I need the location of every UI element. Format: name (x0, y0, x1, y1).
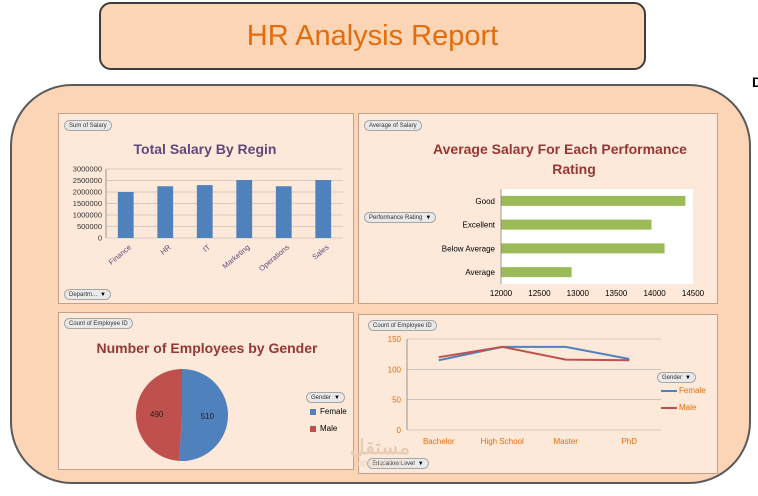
salary-by-region-chart: Total Salary By Regin 3000000 2500000 20000… (73, 141, 343, 273)
pie-slice-female (179, 369, 229, 461)
y-tick-label: 0 (98, 234, 102, 243)
bar (236, 180, 253, 238)
legend-female: Female (310, 407, 347, 416)
legend-male-label: Male (320, 424, 338, 433)
gender-legend-label: Gender (311, 395, 332, 401)
department-filter-button[interactable]: Departm... ▼ (64, 289, 111, 300)
legend-female: Female (661, 386, 706, 395)
salary-by-rating-panel: Average of Salary Performance Rating ▼ Av… (358, 113, 718, 304)
watermark-arabic: مستقل (350, 437, 410, 459)
data-label: 510 (201, 412, 215, 421)
y-tick-label: 1500000 (73, 199, 102, 208)
data-label: 490 (150, 410, 164, 419)
x-tick-label: Finance (107, 243, 133, 267)
bar (501, 243, 665, 254)
salary-by-region-panel: Sum of Salary Departm... ▼ Total Salary B… (58, 113, 354, 304)
x-tick-label: 14500 (682, 289, 705, 298)
dropdown-arrow-icon: ▼ (417, 461, 424, 467)
education-level-filter-button[interactable]: Education Level ▼ (367, 458, 429, 469)
dropdown-arrow-icon: ▼ (425, 215, 432, 221)
x-tick-label: Sales (310, 242, 330, 261)
y-tick-label: 100 (388, 365, 402, 374)
gender-legend-button[interactable]: Gender ▼ (306, 392, 345, 403)
watermark-domain: mostaql.com (354, 458, 406, 468)
y-tick-label: Good (475, 197, 495, 206)
count-of-employee-id-field-button[interactable]: Count of Employee ID (368, 320, 437, 331)
dropdown-arrow-icon: ▼ (100, 292, 106, 298)
x-tick-label: PhD (621, 437, 637, 446)
x-tick-label: 12000 (490, 289, 513, 298)
y-tick-label: 2000000 (73, 188, 102, 197)
count-of-employee-id-field-button[interactable]: Count of Employee ID (64, 318, 133, 329)
bar (315, 180, 332, 238)
education-panel: Count of Employee ID Education Level ▼ Ge… (358, 314, 718, 474)
y-tick-label: Average (465, 268, 495, 277)
chart-title-line-1: Average Salary For Each Performance (433, 141, 687, 157)
gender-legend-button[interactable]: Gender ▼ (657, 372, 696, 383)
y-tick-label: 0 (397, 426, 402, 435)
performance-rating-filter-button[interactable]: Performance Rating ▼ (364, 212, 437, 223)
dropdown-arrow-icon: ▼ (334, 395, 340, 401)
chart-title-line-2: Rating (552, 161, 596, 177)
legend-male: Male (310, 424, 337, 433)
x-tick-label: 12500 (528, 289, 551, 298)
series-line-male (438, 345, 630, 362)
bar (501, 267, 572, 278)
x-tick-label: Master (554, 437, 579, 446)
bar (501, 195, 686, 206)
x-tick-label: High School (481, 437, 524, 446)
education-line-chart: 150 100 50 0 Bachelor High School Master PhD (388, 335, 661, 446)
female-swatch (310, 408, 316, 415)
report-title: HR Analysis Report (99, 2, 646, 70)
x-tick-label: Bachelor (423, 437, 455, 446)
y-tick-label: Below Average (442, 244, 496, 253)
bar (196, 185, 213, 238)
x-tick-label: 14000 (643, 289, 666, 298)
y-tick-label: 2500000 (73, 176, 102, 185)
sum-of-salary-field-button[interactable]: Sum of Salary (64, 120, 112, 131)
y-tick-label: 1000000 (73, 211, 102, 220)
dropdown-arrow-icon: ▼ (685, 375, 691, 381)
corner-glyph: D (752, 74, 758, 90)
y-tick-label: 500000 (77, 222, 102, 231)
bar (157, 186, 174, 238)
pie-slice-male (136, 369, 182, 461)
legend-female-label: Female (679, 386, 706, 395)
education-level-filter-label: Education Level (372, 461, 415, 467)
y-tick-label: 50 (392, 396, 401, 405)
chart-title: Number of Employees by Gender (97, 340, 318, 356)
x-tick-label: IT (201, 242, 212, 253)
bar (501, 219, 652, 230)
x-tick-label: 13000 (567, 289, 590, 298)
watermark: مستقل mostaql.com (345, 438, 415, 468)
male-swatch (310, 425, 316, 432)
average-of-salary-field-button[interactable]: Average of Salary (364, 120, 422, 131)
y-tick-label: 3000000 (73, 165, 102, 174)
bar (275, 186, 292, 238)
chart-title: Total Salary By Regin (134, 141, 277, 157)
series-line-female (438, 345, 630, 362)
salary-by-rating-chart: Average Salary For Each Performance Ratin… (433, 141, 705, 298)
legend-male-label: Male (679, 403, 697, 412)
department-filter-label: Departm... (69, 292, 98, 298)
y-tick-label: 150 (388, 335, 402, 344)
performance-rating-filter-label: Performance Rating (369, 215, 423, 221)
gender-legend-label: Gender (662, 375, 683, 381)
legend-male: Male (661, 403, 696, 412)
y-tick-label: Excellent (463, 221, 496, 230)
x-tick-label: Operations (257, 242, 291, 273)
x-tick-label: 13500 (605, 289, 628, 298)
x-tick-label: Marketing (221, 243, 252, 271)
legend-female-label: Female (320, 407, 347, 416)
female-line-swatch (661, 389, 677, 392)
bar (117, 192, 134, 238)
gender-pie-chart: Number of Employees by Gender 510 490 (97, 340, 318, 461)
male-line-swatch (661, 406, 677, 409)
gender-panel: Count of Employee ID Gender ▼ Female Male… (58, 312, 354, 470)
x-tick-label: HR (158, 242, 173, 256)
